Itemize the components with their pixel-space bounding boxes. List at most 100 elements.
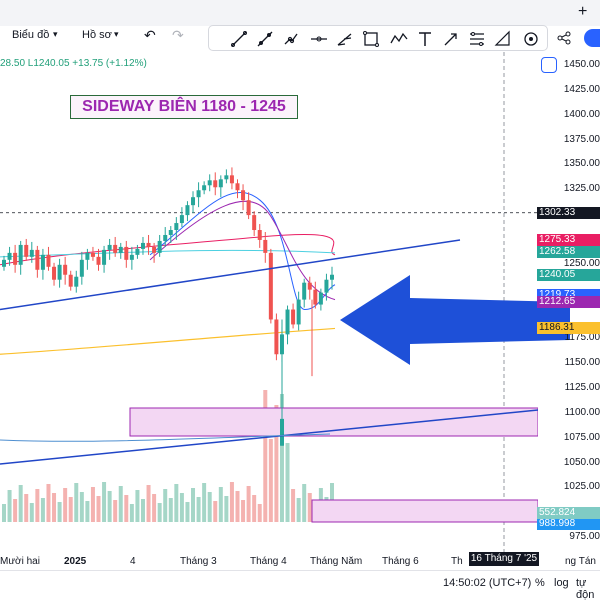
chevron-down-icon[interactable]: ▾	[53, 29, 58, 39]
candle-body[interactable]	[79, 259, 84, 277]
candle-body[interactable]	[168, 230, 173, 235]
candle-body[interactable]	[330, 274, 334, 280]
extended-line-icon[interactable]	[281, 29, 301, 49]
candle-body[interactable]	[46, 254, 51, 267]
candle-body[interactable]	[140, 242, 145, 249]
candle-body[interactable]	[252, 215, 257, 231]
ma-line-cyan[interactable]	[0, 249, 336, 258]
candle-body[interactable]	[113, 244, 118, 253]
candle-body[interactable]	[52, 266, 57, 280]
candle-body[interactable]	[135, 248, 140, 255]
redo-icon[interactable]: ↷	[172, 27, 184, 43]
candle-body[interactable]	[24, 244, 29, 257]
candle-body[interactable]	[40, 254, 45, 270]
candle-body[interactable]	[207, 180, 212, 186]
candle-body[interactable]	[202, 185, 207, 191]
candle-body[interactable]	[285, 309, 290, 335]
candle-body[interactable]	[152, 246, 157, 253]
candle-body[interactable]	[68, 274, 73, 287]
candle-body[interactable]	[2, 259, 6, 267]
candle-body[interactable]	[296, 299, 301, 325]
candle-body[interactable]	[146, 242, 151, 247]
pitchfork-icon[interactable]	[335, 29, 355, 49]
candle-body[interactable]	[268, 252, 273, 320]
share-icon[interactable]	[556, 30, 572, 46]
candle-body[interactable]	[7, 252, 12, 260]
path-icon[interactable]	[389, 29, 409, 49]
candle-body[interactable]	[107, 244, 112, 250]
candle-body[interactable]	[29, 249, 34, 257]
candle-body[interactable]	[129, 254, 134, 260]
candle-body[interactable]	[174, 223, 179, 231]
candle-body[interactable]	[102, 249, 107, 265]
upper-trendline[interactable]	[0, 239, 461, 311]
volume-ma-line[interactable]	[0, 433, 331, 442]
candle-body[interactable]	[213, 180, 218, 188]
undo-icon[interactable]: ↶	[144, 27, 156, 43]
candle-body[interactable]	[235, 183, 240, 191]
candle-body[interactable]	[218, 179, 223, 188]
candle-body[interactable]	[313, 289, 318, 305]
arrow-icon[interactable]	[441, 29, 461, 49]
candle-body[interactable]	[318, 292, 323, 305]
percent-toggle[interactable]: %	[535, 577, 545, 589]
candle-body[interactable]	[63, 264, 68, 275]
candle-body[interactable]	[163, 234, 168, 241]
candle-body[interactable]	[274, 319, 279, 355]
log-toggle[interactable]: log	[554, 577, 569, 589]
measure-icon[interactable]	[493, 29, 513, 49]
publish-icon[interactable]	[584, 29, 600, 47]
y-tick-label: 1075.00	[563, 431, 600, 443]
candle-body[interactable]	[257, 230, 262, 240]
horizontal-ray-icon[interactable]	[309, 29, 329, 49]
lower-trendline[interactable]	[0, 409, 538, 465]
trend-line-icon[interactable]	[229, 29, 249, 49]
candle-body[interactable]	[90, 252, 95, 257]
auto-scale-icon[interactable]	[541, 57, 557, 73]
fib-retracement-icon[interactable]	[467, 29, 487, 49]
candle-body[interactable]	[85, 252, 90, 260]
ma-line-pink[interactable]	[0, 234, 336, 266]
candle-body[interactable]	[57, 264, 62, 280]
template-button[interactable]: Hồ sơ	[82, 29, 112, 41]
candle-body[interactable]	[246, 200, 251, 216]
candle-body[interactable]	[291, 309, 296, 325]
big-arrow-shape[interactable]	[340, 270, 600, 370]
candle-body[interactable]	[224, 175, 229, 180]
demand-zone[interactable]	[129, 407, 538, 437]
settings-icon[interactable]	[521, 29, 541, 49]
candle-body[interactable]	[241, 190, 246, 201]
candle-body[interactable]	[196, 190, 201, 198]
candle-body[interactable]	[157, 240, 162, 253]
ma-line-yellow[interactable]	[0, 327, 336, 355]
candle-body[interactable]	[280, 418, 284, 446]
candle-body[interactable]	[35, 249, 40, 270]
candle-body[interactable]	[302, 282, 307, 300]
candle-body[interactable]	[185, 205, 190, 216]
sideway-annotation[interactable]: SIDEWAY BIÊN 1180 - 1245	[70, 95, 298, 119]
volume-zone[interactable]	[311, 499, 538, 523]
candle-body[interactable]	[96, 256, 101, 265]
candle-body[interactable]	[263, 239, 268, 253]
add-tab-icon[interactable]: +	[578, 3, 588, 20]
candle-body[interactable]	[307, 282, 312, 290]
chevron-down-icon[interactable]: ▾	[114, 29, 119, 39]
ray-icon[interactable]	[255, 29, 275, 49]
chart-type-button[interactable]: Biểu đồ	[12, 29, 50, 41]
candle-body[interactable]	[229, 175, 234, 184]
candle-body[interactable]	[124, 246, 129, 260]
candle-body[interactable]	[324, 279, 329, 293]
candle-body[interactable]	[74, 276, 79, 287]
clock-readout[interactable]: 14:50:02 (UTC+7)	[443, 577, 532, 589]
text-icon[interactable]	[415, 29, 435, 49]
candle-body[interactable]	[13, 252, 18, 265]
candle-body[interactable]	[191, 197, 196, 206]
ma-line-purple[interactable]	[149, 200, 336, 301]
auto-toggle[interactable]: tự độn	[576, 577, 595, 601]
chart-canvas[interactable]	[0, 52, 538, 570]
rectangle-icon[interactable]	[361, 29, 381, 49]
ma-line-blue[interactable]	[149, 192, 336, 311]
candle-body[interactable]	[179, 215, 184, 224]
candle-body[interactable]	[18, 244, 23, 265]
candle-body[interactable]	[118, 246, 123, 253]
